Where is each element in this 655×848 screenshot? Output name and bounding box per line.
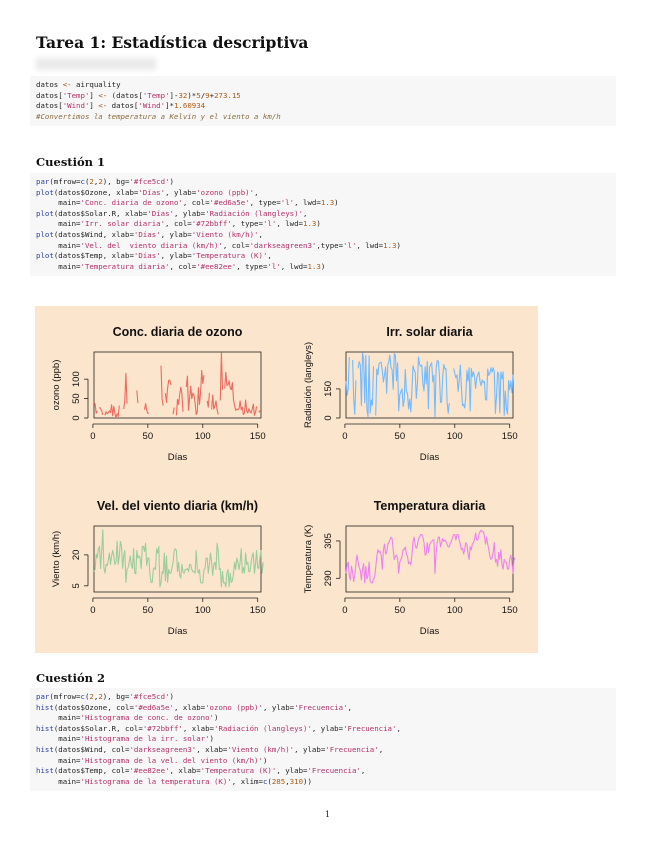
page-number: 1	[324, 810, 331, 819]
x-tick-label: 50	[395, 605, 406, 616]
code-line: main='Histograma de la vel. del viento (…	[36, 755, 268, 765]
y-axis-label: ozono (ppb)	[51, 360, 62, 411]
chart-panel: Temperatura diaria 0 50 100 150 Días 290 305 Tem…	[303, 499, 518, 637]
code-line: datos <- airquality	[36, 80, 121, 89]
code-block-2: par(mfrow=c(2,2), bg='#fce5cd') plot(dato…	[30, 173, 616, 277]
code-line: hist(datos$Temp, col='#ee82ee', xlab='Te…	[36, 766, 366, 776]
code-line: hist(datos$Ozone, col='#ed6a5e', xlab='o…	[36, 702, 352, 712]
code-line: par(mfrow=c(2,2), bg='#fce5cd')	[36, 692, 174, 701]
x-tick-label: 100	[195, 431, 211, 442]
x-axis-label: Días	[168, 452, 188, 463]
code-line: plot(datos$Ozone, xlab='Días', ylab='ozo…	[36, 187, 259, 197]
section-heading-2: Cuestión 2	[36, 671, 106, 685]
x-tick-label: 150	[250, 605, 266, 616]
code-line: main='Irr. solar diaria', col='#72bbff',…	[36, 219, 321, 229]
y-tick-label: 5	[71, 583, 82, 588]
code-line: main='Histograma de la irr. solar')	[36, 734, 214, 744]
x-tick-label: 0	[90, 605, 95, 616]
chart-panel: Conc. diaria de ozono 0 50 100 150 Días 0 50 100…	[51, 325, 266, 463]
x-tick-label: 100	[447, 431, 463, 442]
code-line: hist(datos$Solar.R, col='#72bbff', xlab=…	[36, 723, 401, 733]
y-axis-label: Viento (km/h)	[51, 531, 62, 587]
code-line: plot(datos$Wind, xlab='Días', ylab='Vien…	[36, 229, 263, 239]
y-axis-label: Temperatura (K)	[303, 525, 314, 594]
series-line	[345, 529, 516, 584]
series-line	[345, 352, 514, 418]
code-block-1: datos <- airquality datos['Temp'] <- (dat…	[30, 76, 616, 127]
chart-title: Irr. solar diaria	[386, 325, 473, 339]
series-line	[93, 529, 264, 588]
code-line: main='Histograma de la temperatura (K)',…	[36, 776, 312, 786]
code-line: main='Temperatura diaria', col='#ee82ee'…	[36, 261, 326, 271]
code-line: datos['Temp'] <- (datos['Temp']-32)*5/9+…	[36, 90, 241, 100]
y-axis-label: Radiación (langleys)	[303, 342, 314, 428]
y-tick-label: 0	[323, 415, 334, 420]
x-tick-label: 50	[395, 431, 406, 442]
chart-title: Conc. diaria de ozono	[113, 325, 243, 339]
x-axis-label: Días	[420, 452, 440, 463]
y-tick-label: 305	[323, 533, 334, 549]
y-tick-label: 20	[71, 550, 82, 561]
plot-figure: Conc. diaria de ozono 0 50 100 150 Días 0 50 100…	[35, 306, 538, 653]
x-tick-label: 0	[342, 605, 347, 616]
x-tick-label: 150	[250, 431, 266, 442]
x-tick-label: 150	[502, 431, 518, 442]
code-line: main='Histograma de conc. de ozono')	[36, 713, 219, 723]
x-tick-label: 150	[502, 605, 518, 616]
code-line: #Convertimos la temperatura a Kelvin y e…	[36, 111, 281, 121]
code-line: main='Vel. del viento diaria (km/h)', co…	[36, 240, 401, 250]
code-block-3: par(mfrow=c(2,2), bg='#fce5cd') hist(dato…	[30, 688, 616, 792]
x-tick-label: 50	[143, 431, 154, 442]
y-tick-label: 100	[71, 371, 82, 387]
x-tick-label: 0	[90, 431, 95, 442]
x-axis-label: Días	[420, 626, 440, 637]
code-line: hist(datos$Wind, col='darkseagreen3', xl…	[36, 744, 384, 754]
series-line	[93, 352, 262, 419]
y-tick-label: 50	[71, 393, 82, 404]
y-tick-label: 290	[323, 570, 334, 586]
code-line: datos['Wind'] <- datos['Wind']*1.60934	[36, 101, 206, 111]
code-line: plot(datos$Solar.R, xlab='Días', ylab='R…	[36, 208, 308, 218]
x-axis-label: Días	[168, 626, 188, 637]
plot-frame	[345, 525, 514, 593]
code-line: par(mfrow=c(2,2), bg='#fce5cd')	[36, 177, 174, 186]
chart-panel: Irr. solar diaria 0 50 100 150 Días 0 150 Radiac…	[303, 325, 518, 463]
chart-title: Vel. del viento diaria (km/h)	[97, 499, 258, 513]
code-line: plot(datos$Temp, xlab='Días', ylab='Temp…	[36, 251, 272, 261]
redacted-author	[36, 58, 156, 70]
document-title: Tarea 1: Estadística descriptiva	[36, 33, 309, 52]
y-tick-label: 0	[71, 415, 82, 420]
code-line: main='Conc. diaria de ozono', col='#ed6a…	[36, 198, 339, 208]
x-tick-label: 100	[195, 605, 211, 616]
chart-title: Temperatura diaria	[374, 499, 487, 513]
x-tick-label: 100	[447, 605, 463, 616]
section-heading-1: Cuestión 1	[36, 155, 106, 169]
x-tick-label: 50	[143, 605, 154, 616]
chart-panel: Vel. del viento diaria (km/h) 0 50 100 150 Dí…	[51, 499, 266, 637]
x-tick-label: 0	[342, 431, 347, 442]
y-tick-label: 150	[323, 381, 334, 397]
plot-frame	[93, 351, 262, 419]
